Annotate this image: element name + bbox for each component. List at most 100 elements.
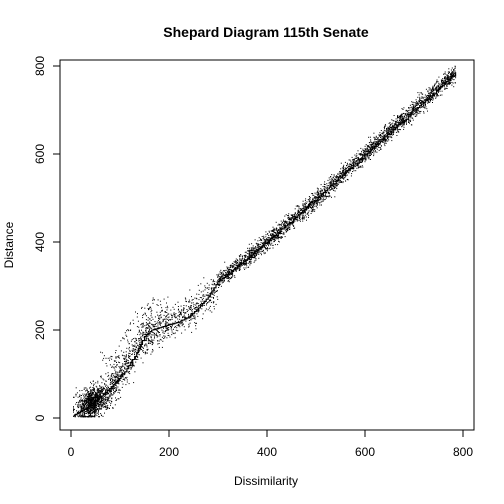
scatter-point <box>122 337 123 339</box>
scatter-point <box>423 96 425 98</box>
scatter-point <box>249 252 251 254</box>
scatter-point <box>139 330 140 332</box>
scatter-point <box>336 185 338 186</box>
scatter-point <box>246 253 248 255</box>
scatter-point <box>105 390 107 392</box>
scatter-point <box>104 387 105 389</box>
scatter-point <box>132 338 134 340</box>
scatter-point <box>142 350 143 352</box>
scatter-point <box>297 213 299 214</box>
scatter-point <box>279 236 281 238</box>
scatter-point <box>124 364 126 366</box>
scatter-point <box>244 268 246 270</box>
scatter-point <box>194 315 196 317</box>
scatter-point <box>94 406 96 408</box>
scatter-point <box>174 326 176 328</box>
scatter-point <box>343 167 345 169</box>
scatter-point <box>434 83 436 85</box>
scatter-point <box>413 108 414 110</box>
scatter-point <box>142 347 144 349</box>
scatter-point <box>184 316 186 318</box>
scatter-point <box>397 129 399 131</box>
scatter-point <box>287 225 289 227</box>
scatter-point <box>294 220 296 222</box>
scatter-point <box>183 315 185 317</box>
scatter-point <box>391 119 393 121</box>
scatter-point <box>250 250 251 252</box>
scatter-point <box>123 363 125 365</box>
scatter-point <box>116 362 117 363</box>
scatter-point <box>145 319 147 321</box>
scatter-point <box>402 121 404 123</box>
scatter-point <box>196 293 198 295</box>
scatter-point <box>251 252 253 254</box>
scatter-point <box>95 400 97 401</box>
scatter-point <box>322 194 324 196</box>
scatter-point <box>304 211 306 213</box>
scatter-point <box>259 246 261 248</box>
scatter-point <box>257 245 259 247</box>
scatter-point <box>331 179 333 181</box>
scatter-point <box>142 324 144 326</box>
scatter-point <box>173 333 175 335</box>
scatter-point <box>283 231 285 233</box>
scatter-point <box>390 127 392 129</box>
scatter-point <box>446 79 448 81</box>
scatter-point <box>431 90 433 92</box>
scatter-point <box>374 137 376 139</box>
scatter-point <box>258 237 260 239</box>
scatter-point <box>146 352 148 354</box>
scatter-point <box>232 269 234 271</box>
scatter-point <box>151 324 153 326</box>
scatter-point <box>358 164 360 166</box>
scatter-point <box>373 148 375 150</box>
scatter-point <box>268 238 270 240</box>
scatter-point <box>311 204 313 206</box>
scatter-point <box>90 407 92 409</box>
scatter-point <box>83 415 85 417</box>
scatter-point <box>419 111 421 113</box>
scatter-point <box>352 159 354 161</box>
scatter-point <box>353 160 355 162</box>
scatter-point <box>315 202 317 204</box>
scatter-point <box>444 80 446 82</box>
scatter-point <box>256 243 258 245</box>
scatter-point <box>103 406 105 408</box>
scatter-point <box>148 340 150 342</box>
scatter-point <box>79 405 81 407</box>
scatter-point <box>110 402 112 404</box>
scatter-point <box>151 341 153 343</box>
scatter-point <box>114 369 116 371</box>
scatter-point <box>91 416 93 418</box>
scatter-point <box>281 237 282 239</box>
scatter-point <box>89 410 91 412</box>
scatter-point <box>160 324 161 326</box>
scatter-point <box>88 400 90 402</box>
scatter-point <box>213 291 215 293</box>
scatter-point <box>420 100 422 101</box>
scatter-point <box>305 209 307 211</box>
scatter-point <box>379 132 381 134</box>
scatter-point <box>81 411 83 413</box>
scatter-point <box>246 256 248 258</box>
scatter-point <box>89 408 91 409</box>
scatter-point <box>157 340 159 342</box>
scatter-point <box>90 389 92 391</box>
scatter-point <box>213 306 215 307</box>
scatter-point <box>317 203 318 205</box>
scatter-point <box>318 196 320 198</box>
scatter-point <box>245 264 247 266</box>
scatter-point <box>370 147 372 149</box>
scatter-point <box>328 192 330 194</box>
scatter-point <box>112 407 114 408</box>
scatter-point <box>414 107 416 109</box>
scatter-point <box>352 167 353 168</box>
scatter-point <box>203 277 205 279</box>
scatter-point <box>281 226 283 228</box>
scatter-point <box>418 100 420 102</box>
scatter-point <box>219 278 221 280</box>
scatter-point <box>283 222 285 224</box>
scatter-point <box>395 131 397 133</box>
scatter-point <box>178 324 180 326</box>
scatter-point <box>272 230 274 231</box>
